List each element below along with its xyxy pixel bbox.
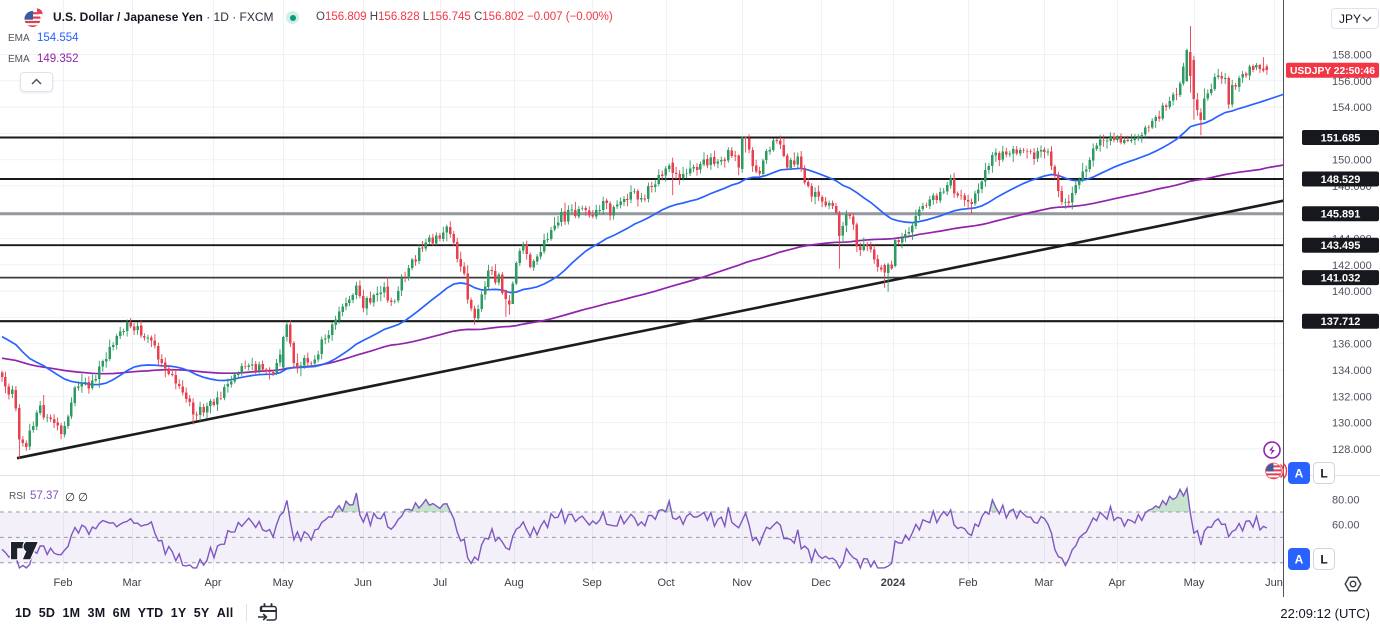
svg-text:80.00: 80.00 [1332,494,1360,506]
svg-text:Dec: Dec [811,577,831,589]
svg-text:148.529: 148.529 [1321,174,1361,186]
svg-text:Mar: Mar [123,577,142,589]
svg-text:140.000: 140.000 [1332,286,1372,298]
svg-text:145.891: 145.891 [1321,209,1361,221]
svg-text:Sep: Sep [582,577,602,589]
svg-text:2024: 2024 [881,577,906,589]
svg-text:Nov: Nov [732,577,752,589]
svg-text:Oct: Oct [657,577,674,589]
svg-text:L: L [1320,467,1327,481]
svg-text:Apr: Apr [204,577,221,589]
svg-text:A: A [1295,467,1304,481]
svg-text:136.000: 136.000 [1332,339,1372,351]
svg-text:Feb: Feb [54,577,73,589]
svg-text:60.00: 60.00 [1332,520,1360,532]
svg-text:134.000: 134.000 [1332,365,1372,377]
svg-text:May: May [1184,577,1205,589]
svg-text:Aug: Aug [504,577,524,589]
svg-text:A: A [1295,553,1304,567]
svg-text:22:50:46: 22:50:46 [1334,66,1375,77]
svg-text:130.000: 130.000 [1332,418,1372,430]
svg-text:Jul: Jul [433,577,447,589]
svg-text:154.000: 154.000 [1332,102,1372,114]
svg-text:128.000: 128.000 [1332,444,1372,456]
svg-text:May: May [273,577,294,589]
svg-text:Apr: Apr [1108,577,1125,589]
svg-text:143.495: 143.495 [1321,240,1361,252]
svg-text:Feb: Feb [959,577,978,589]
svg-text:L: L [1320,553,1327,567]
svg-text:137.712: 137.712 [1321,316,1361,328]
svg-text:Mar: Mar [1035,577,1054,589]
svg-text:150.000: 150.000 [1332,155,1372,167]
svg-text:156.000: 156.000 [1332,76,1372,88]
svg-text:141.032: 141.032 [1321,273,1361,285]
svg-text:158.000: 158.000 [1332,50,1372,62]
svg-text:142.000: 142.000 [1332,260,1372,272]
svg-text:Jun: Jun [1265,577,1283,589]
svg-text:Jun: Jun [354,577,372,589]
svg-text:132.000: 132.000 [1332,391,1372,403]
svg-text:151.685: 151.685 [1321,133,1361,145]
svg-text:USDJPY: USDJPY [1290,66,1331,77]
